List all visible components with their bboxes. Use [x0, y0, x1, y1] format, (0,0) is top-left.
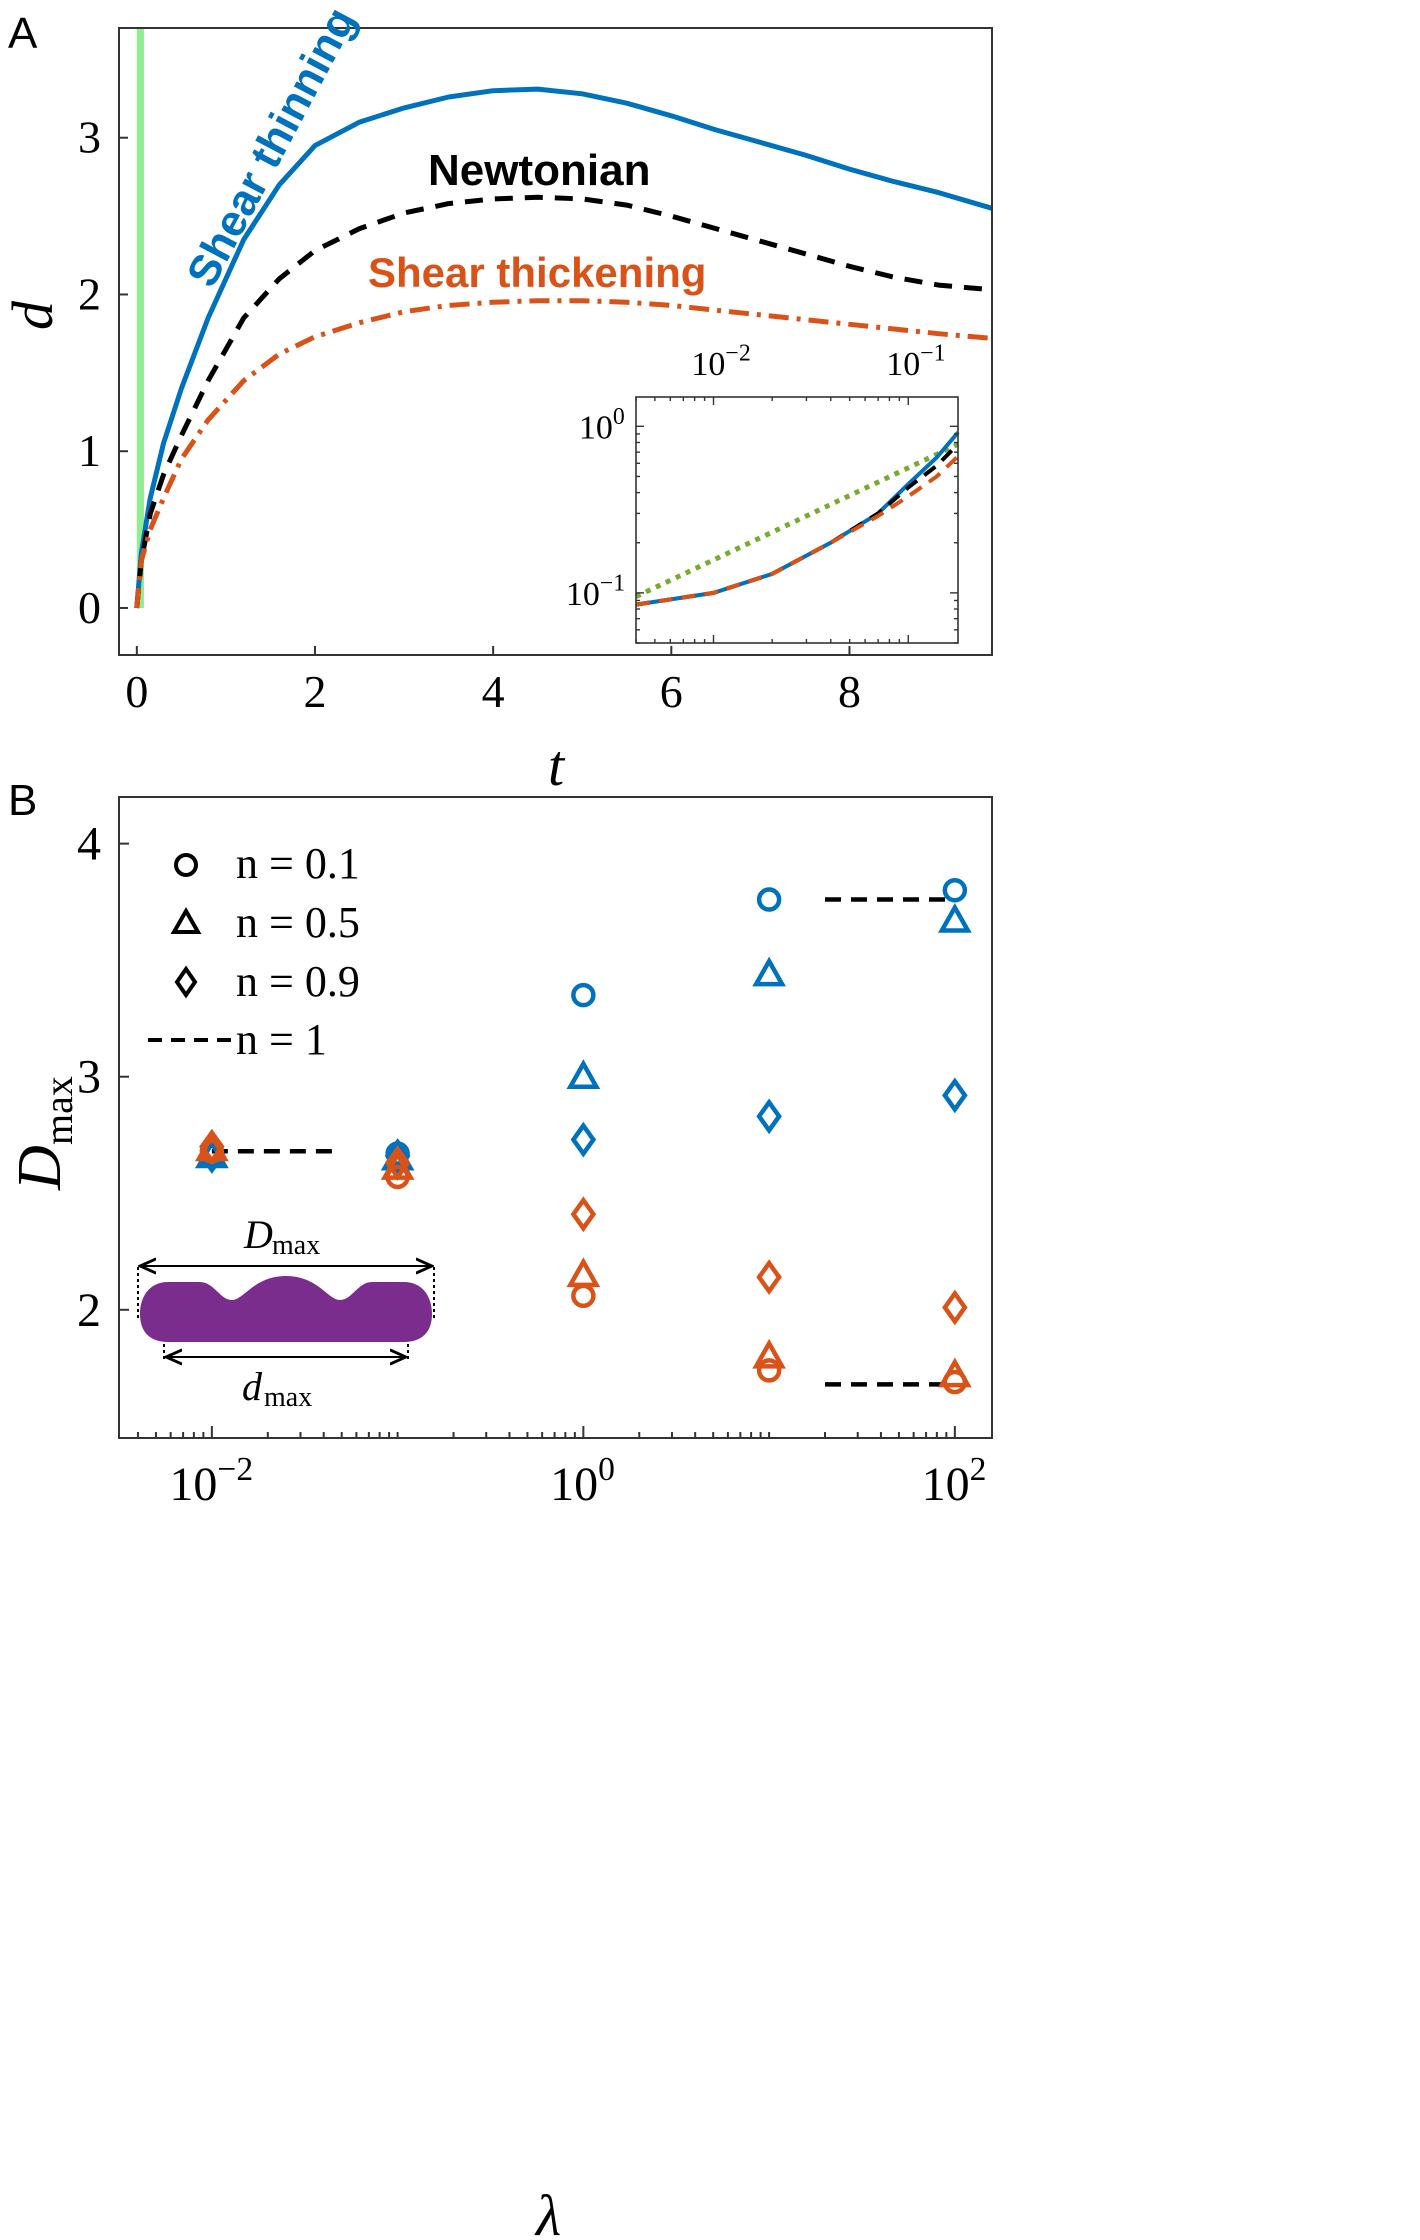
data-point-diamond	[570, 1196, 597, 1233]
legend-label: n = 1	[236, 1015, 327, 1064]
data-point-circle	[942, 877, 968, 903]
legend-label: n = 0.1	[236, 839, 360, 888]
legend-marker-circle	[174, 853, 198, 877]
data-point-diamond	[942, 1289, 968, 1326]
drop-label-D-max: D max	[243, 1212, 320, 1261]
annotation-newtonian: Newtonian	[428, 146, 650, 195]
data-point-diamond	[756, 1098, 782, 1135]
x-tick-label: 10 2	[922, 1451, 987, 1511]
panel-b-label: B	[8, 776, 37, 825]
svg-text:10: 10	[922, 1458, 970, 1511]
data-point-circle	[756, 1358, 782, 1383]
data-point-triangle	[752, 956, 786, 987]
panel-a-inset: 10 −2 10 −110 010 −1	[566, 341, 960, 644]
svg-text:10: 10	[550, 1458, 598, 1511]
svg-text:0: 0	[613, 404, 625, 430]
inset-axes-box	[635, 396, 959, 644]
legend-label: n = 0.5	[236, 898, 360, 947]
svg-text:10: 10	[566, 576, 600, 613]
drop-label-d-max: d max	[242, 1364, 312, 1413]
legend-marker-diamond	[174, 965, 198, 999]
data-point-circle	[756, 887, 782, 912]
y-tick-label: 4	[77, 818, 101, 871]
inset-x-tick-label: 10 −2	[691, 341, 750, 383]
data-point-diamond	[942, 1077, 968, 1114]
legend: n = 0.1 n = 0.5 n = 0.9 n = 1	[148, 839, 360, 1064]
data-point-diamond	[570, 1121, 597, 1158]
svg-text:−2: −2	[725, 341, 750, 367]
panel-a-y-label: d	[0, 300, 65, 330]
x-tick-label: 4	[482, 666, 505, 717]
inset-series-shear-thickening	[635, 454, 960, 607]
svg-text:10: 10	[579, 409, 613, 446]
panel-a-label: A	[8, 9, 38, 58]
svg-text:D: D	[243, 1212, 273, 1257]
svg-text:2: 2	[970, 1451, 987, 1488]
y-tick-label: 3	[77, 1051, 101, 1104]
series-line-shear-thinning	[134, 86, 993, 609]
data-point-triangle	[566, 1059, 601, 1089]
drop-shape	[140, 1276, 432, 1342]
svg-text:−1: −1	[920, 341, 945, 367]
data-point-triangle	[752, 1338, 786, 1369]
annotation-shear-thickening: Shear thickening	[368, 249, 706, 296]
y-tick-label: 0	[78, 582, 101, 633]
panel-a-axes-box	[118, 27, 993, 656]
x-tick-label: 8	[838, 666, 861, 717]
svg-text:10: 10	[886, 346, 920, 383]
series-line-newtonian	[134, 194, 993, 609]
data-point-diamond	[199, 1128, 225, 1165]
x-tick-label: 2	[303, 666, 326, 717]
data-point-circle	[571, 1283, 596, 1309]
svg-text:max: max	[36, 1076, 81, 1145]
svg-text:10: 10	[169, 1458, 217, 1511]
svg-text:max: max	[272, 1230, 320, 1261]
data-point-circle	[571, 982, 596, 1008]
panel-a-x-label: t	[548, 733, 566, 798]
data-point-triangle	[937, 1357, 972, 1388]
annotation-shear-thinning: Shear thinning	[178, 0, 366, 295]
legend-marker-triangle	[170, 906, 202, 934]
series-line-shear-thickening	[134, 298, 993, 609]
svg-text:−2: −2	[217, 1451, 253, 1488]
data-point-triangle	[937, 902, 972, 933]
svg-text:d: d	[242, 1364, 263, 1409]
svg-text:max: max	[264, 1382, 312, 1413]
x-tick-label: 10 0	[550, 1451, 615, 1511]
inset-y-tick-label: 10 −1	[566, 571, 625, 613]
inset-series-power-law-fit	[634, 442, 960, 599]
data-point-diamond	[384, 1145, 411, 1181]
panel-b-x-label: λ	[534, 2183, 561, 2240]
y-tick-label: 3	[78, 112, 101, 163]
svg-text:−1: −1	[600, 571, 625, 597]
svg-text:10: 10	[691, 346, 725, 383]
legend-label: n = 0.9	[236, 957, 360, 1006]
y-tick-label: 1	[78, 425, 101, 476]
inset-x-tick-label: 10 −1	[886, 341, 945, 383]
svg-text:D: D	[6, 1145, 74, 1191]
x-tick-label: 10 −2	[169, 1451, 253, 1511]
data-point-triangle	[566, 1257, 601, 1288]
x-tick-label: 0	[125, 666, 148, 717]
y-tick-label: 2	[78, 268, 101, 319]
shaded-band	[136, 28, 144, 608]
svg-text:0: 0	[598, 1451, 615, 1488]
y-tick-label: 2	[77, 1284, 101, 1337]
panel-a: A 0 2 4 6 8 0 1 2 3 t d Shear thinning Newtonian…	[0, 0, 993, 798]
panel-b-y-label: D max	[6, 1076, 81, 1191]
inset-y-tick-label: 10 0	[579, 404, 625, 446]
drop-shape-inset: D max d max	[137, 1212, 435, 1413]
data-point-diamond	[756, 1259, 782, 1296]
x-tick-label: 6	[660, 666, 683, 717]
data-point-diamond	[384, 1138, 411, 1174]
